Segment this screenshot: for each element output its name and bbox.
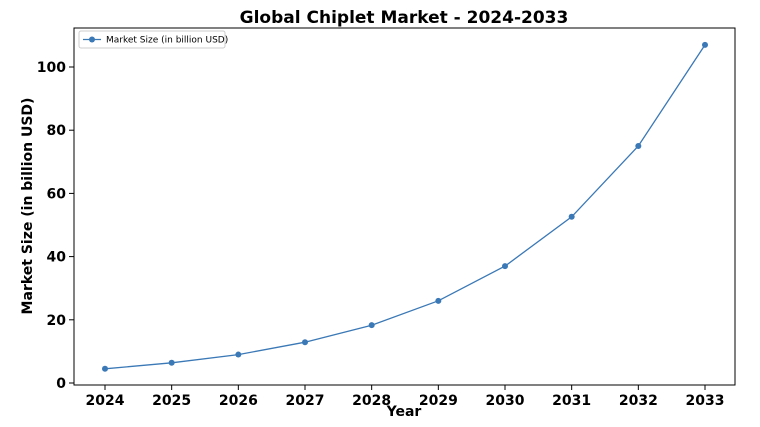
data-point bbox=[368, 322, 375, 329]
legend: Market Size (in billion USD) bbox=[78, 30, 228, 49]
data-point bbox=[702, 41, 708, 48]
y-tick-label: 60 bbox=[47, 186, 67, 202]
y-tick-label: 80 bbox=[47, 123, 67, 139]
series-market-size bbox=[102, 41, 708, 372]
series-line bbox=[104, 44, 706, 370]
y-axis-label: Market Size (in billion USD) bbox=[20, 98, 36, 315]
plot-area bbox=[73, 27, 736, 386]
data-point bbox=[168, 359, 175, 366]
legend-point-marker bbox=[89, 36, 95, 43]
y-tick-label: 20 bbox=[47, 313, 67, 329]
x-tick-label: 2027 bbox=[286, 393, 325, 409]
chart-title: Global Chiplet Market - 2024-2033 bbox=[240, 8, 569, 28]
x-tick-label: 2024 bbox=[86, 393, 125, 409]
x-tick-label: 2026 bbox=[219, 393, 258, 409]
data-point bbox=[102, 365, 108, 372]
x-tick-label: 2030 bbox=[486, 393, 525, 409]
y-axis: 0 20 40 60 80 100 bbox=[37, 60, 74, 392]
x-tick-label: 2025 bbox=[152, 393, 191, 409]
data-point bbox=[502, 263, 508, 270]
x-tick-label: 2029 bbox=[419, 393, 458, 409]
x-tick-label: 2032 bbox=[619, 393, 658, 409]
data-point bbox=[302, 339, 308, 346]
data-point bbox=[568, 213, 575, 220]
legend-box bbox=[78, 30, 226, 49]
x-axis-label: Year bbox=[386, 404, 422, 420]
y-tick-label: 40 bbox=[47, 250, 67, 266]
data-point bbox=[435, 297, 442, 304]
x-tick-label: 2033 bbox=[686, 393, 725, 409]
x-axis: 2024 2025 2026 2027 2028 2029 2030 2031 2032 2033 bbox=[86, 385, 725, 409]
y-tick-label: 0 bbox=[56, 376, 66, 392]
data-point bbox=[635, 143, 642, 149]
x-tick-label: 2028 bbox=[352, 393, 391, 409]
y-tick-label: 100 bbox=[37, 60, 66, 76]
x-tick-label: 2031 bbox=[552, 393, 591, 409]
legend-entry: Market Size (in billion USD) bbox=[106, 36, 228, 46]
data-point bbox=[235, 351, 242, 358]
